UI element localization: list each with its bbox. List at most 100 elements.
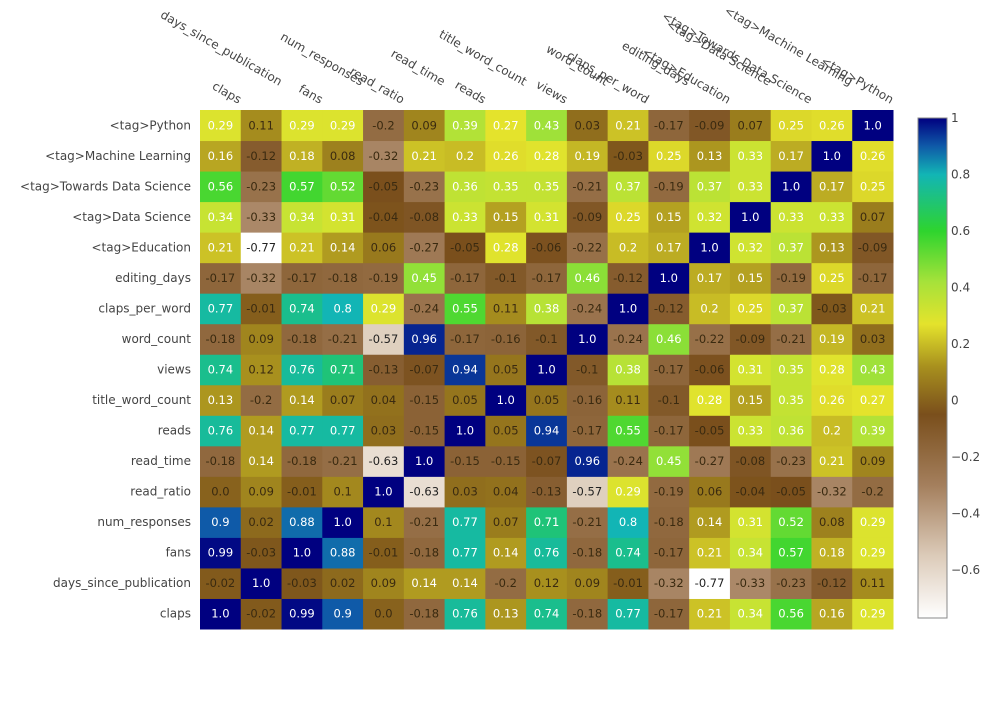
heatmap-cell (200, 598, 242, 630)
heatmap-cell (526, 567, 568, 599)
heatmap-cell (648, 567, 690, 599)
heatmap-cell (729, 354, 772, 386)
heatmap-cell (322, 598, 364, 630)
y-tick-title-word-count: title_word_count (92, 393, 191, 407)
cell-value-label: -0.23 (776, 576, 806, 590)
heatmap-cell (485, 598, 527, 630)
cell-value-label: 0.26 (819, 393, 845, 407)
cell-value-label: 0.15 (738, 393, 764, 407)
heatmap-cell (444, 598, 486, 630)
heatmap-cell (770, 598, 812, 630)
cell-value-label: 0.21 (860, 301, 886, 315)
cell-value-label: 1.0 (252, 576, 270, 590)
cell-value-label: 0.94 (534, 424, 560, 438)
heatmap-cell (689, 506, 731, 538)
heatmap-cell (200, 476, 242, 508)
colorbar: 1 0.8 0.6 0.4 0.2 0 −0.2 −0.4 −0.6 (917, 111, 980, 619)
heatmap-cell (281, 476, 323, 508)
heatmap-cell (648, 262, 690, 294)
heatmap-cell (566, 384, 609, 416)
cell-value-label: 1.0 (660, 271, 678, 285)
heatmap-cells (200, 110, 894, 630)
cell-value-label: 0.0 (374, 607, 392, 621)
cell-value-label: 0.76 (208, 424, 234, 438)
heatmap-cell (363, 354, 405, 386)
heatmap-cell (689, 598, 731, 630)
cell-value-label: 0.14 (289, 393, 315, 407)
y-tick-tagpython: <tag>Python (110, 118, 191, 132)
heatmap-cell (240, 171, 283, 203)
heatmap-cell (403, 415, 446, 447)
heatmap-cell (200, 415, 242, 447)
heatmap-cell (363, 171, 405, 203)
y-tick-tagmachine-learning: <tag>Machine Learning (45, 149, 191, 163)
heatmap-cell (729, 384, 772, 416)
cell-value-label: -0.1 (535, 332, 557, 346)
heatmap-cell (852, 232, 894, 264)
cell-value-label: 1.0 (741, 210, 759, 224)
heatmap-cell (689, 537, 731, 569)
cell-value-label: 0.03 (574, 118, 600, 132)
heatmap-cell (281, 171, 323, 203)
cell-value-label: 0.17 (819, 179, 845, 193)
cell-value-label: 0.09 (248, 332, 274, 346)
heatmap-cell (689, 140, 731, 172)
heatmap-cell (281, 293, 323, 325)
cell-value-label: 0.29 (371, 301, 397, 315)
cell-value-label: -0.03 (613, 149, 643, 163)
cell-value-label: 0.33 (738, 149, 764, 163)
heatmap-cell (200, 354, 242, 386)
heatmap-cell (240, 232, 283, 264)
cell-value-label: -0.05 (776, 485, 806, 499)
cell-value-label: -0.21 (328, 454, 358, 468)
cell-value-label: 0.03 (371, 424, 397, 438)
cell-value-label: 0.05 (493, 424, 519, 438)
heatmap-cell (403, 354, 446, 386)
x-tick-days-since-publication: days_since_publication (158, 7, 284, 88)
cell-value-label: 0.74 (208, 363, 234, 377)
heatmap-cell (852, 140, 894, 172)
cell-value-label: 0.34 (738, 607, 764, 621)
heatmap-cell (770, 354, 812, 386)
cell-value-label: 0.38 (534, 301, 560, 315)
heatmap-cell (444, 415, 486, 447)
heatmap-cell (322, 567, 364, 599)
heatmap-cell (403, 384, 446, 416)
cell-value-label: 1.0 (823, 149, 841, 163)
heatmap-cell (729, 445, 772, 477)
x-tick-num-responses: num_responses (278, 30, 366, 89)
heatmap-cell (322, 140, 364, 172)
cell-value-label: 0.37 (778, 301, 804, 315)
cell-value-label: -0.18 (205, 454, 235, 468)
cell-value-label: -0.12 (654, 301, 684, 315)
cell-value-label: 0.56 (778, 607, 804, 621)
heatmap-cell (566, 110, 609, 142)
heatmap-cell (607, 293, 649, 325)
y-tick-num-responses: num_responses (97, 515, 191, 529)
heatmap-cell (648, 415, 690, 447)
heatmap-cell (485, 567, 527, 599)
heatmap-cell (566, 323, 609, 355)
cell-value-label: -0.63 (369, 454, 399, 468)
heatmap-cell (811, 384, 853, 416)
heatmap-cell (322, 110, 364, 142)
cell-value-label: 0.99 (289, 607, 315, 621)
heatmap-cell (444, 506, 486, 538)
heatmap-cell (322, 384, 364, 416)
cell-value-label: -0.18 (654, 515, 684, 529)
cell-value-label: -0.12 (613, 271, 643, 285)
heatmap-cell (770, 567, 812, 599)
colorbar-tick-label: 0.2 (951, 337, 970, 351)
heatmap-cell (566, 598, 609, 630)
heatmap-cell (770, 140, 812, 172)
cell-value-label: 1.0 (415, 454, 433, 468)
cell-value-label: 0.74 (615, 546, 641, 560)
cell-value-label: 0.21 (697, 546, 723, 560)
heatmap-cell (281, 598, 323, 630)
cell-value-label: 0.46 (656, 332, 682, 346)
cell-value-label: 0.96 (574, 454, 600, 468)
cell-value-label: 1.0 (334, 515, 352, 529)
cell-value-label: 0.29 (289, 118, 315, 132)
cell-value-label: 0.43 (860, 363, 886, 377)
cell-value-label: 0.16 (819, 607, 845, 621)
